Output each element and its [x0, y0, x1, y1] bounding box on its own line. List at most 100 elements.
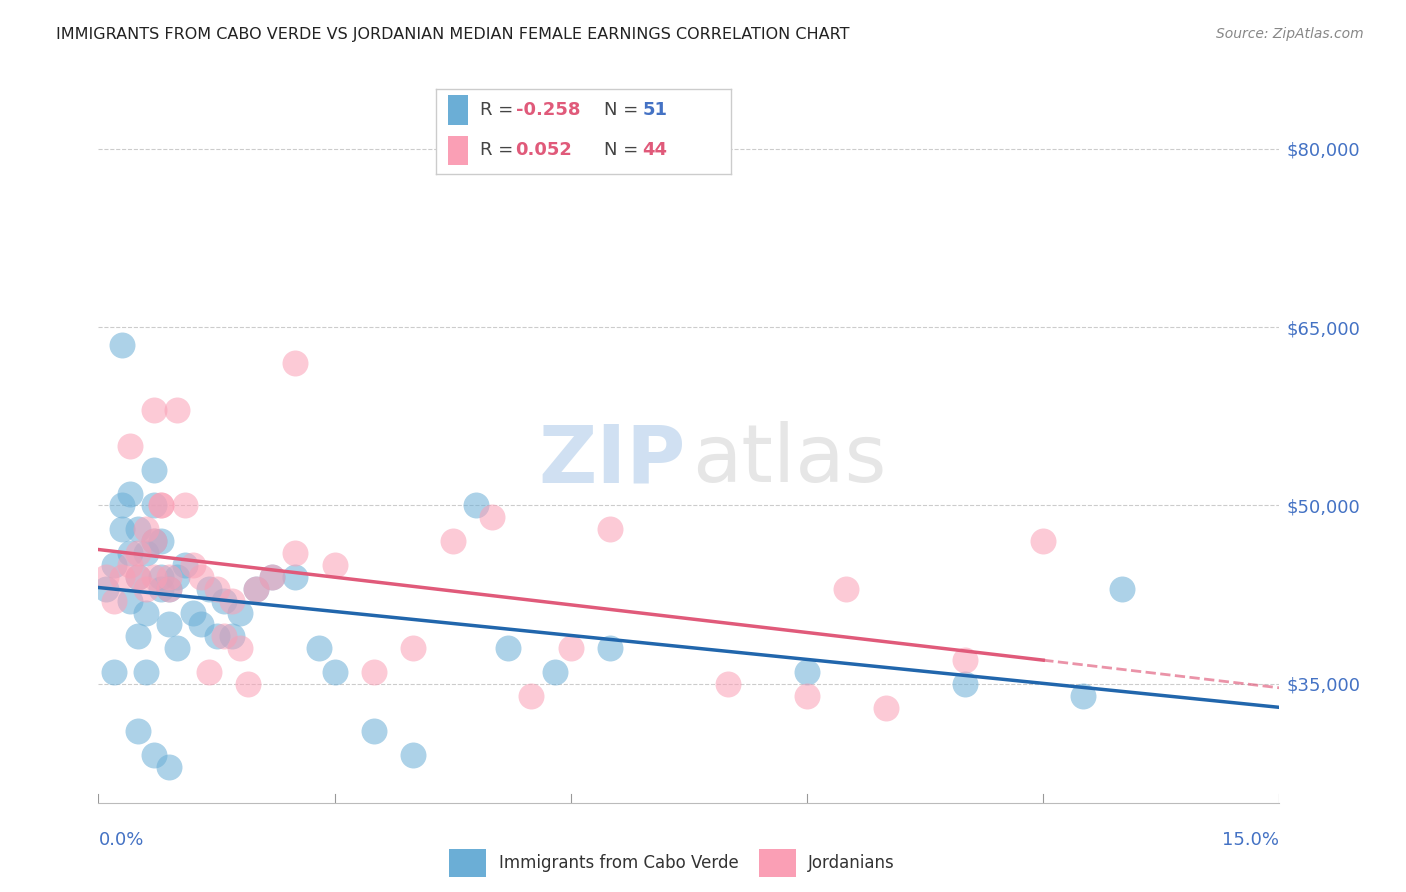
Point — [214, 629, 236, 643]
Point — [1032, 534, 1054, 549]
Point — [284, 356, 307, 370]
Point — [127, 522, 149, 536]
Point — [190, 617, 212, 632]
Point — [103, 593, 125, 607]
Point — [520, 689, 543, 703]
Point — [103, 665, 125, 679]
Point — [127, 570, 149, 584]
Point — [875, 700, 897, 714]
Point — [953, 677, 976, 691]
Point — [796, 689, 818, 703]
Point — [236, 677, 259, 691]
Text: 44: 44 — [643, 141, 668, 159]
Text: IMMIGRANTS FROM CABO VERDE VS JORDANIAN MEDIAN FEMALE EARNINGS CORRELATION CHART: IMMIGRANTS FROM CABO VERDE VS JORDANIAN … — [56, 27, 849, 42]
Point — [465, 499, 488, 513]
Point — [96, 582, 118, 596]
Point — [323, 558, 346, 572]
Point — [111, 338, 134, 352]
Point — [1071, 689, 1094, 703]
Text: Immigrants from Cabo Verde: Immigrants from Cabo Verde — [499, 854, 738, 872]
Point — [157, 760, 180, 774]
Point — [150, 499, 173, 513]
Point — [157, 617, 180, 632]
Point — [157, 570, 180, 584]
Point — [221, 629, 243, 643]
Text: -0.258: -0.258 — [516, 101, 581, 119]
Point — [127, 629, 149, 643]
Point — [111, 522, 134, 536]
Point — [135, 546, 157, 560]
Point — [1111, 582, 1133, 596]
Point — [142, 534, 165, 549]
Point — [118, 558, 141, 572]
Text: R =: R = — [481, 101, 513, 119]
Point — [142, 534, 165, 549]
Point — [118, 486, 141, 500]
Point — [260, 570, 283, 584]
Point — [118, 546, 141, 560]
Point — [150, 534, 173, 549]
Point — [560, 641, 582, 656]
Point — [157, 582, 180, 596]
Point — [150, 582, 173, 596]
Text: Jordanians: Jordanians — [808, 854, 894, 872]
Point — [142, 499, 165, 513]
Point — [363, 724, 385, 739]
Point — [441, 534, 464, 549]
Point — [190, 570, 212, 584]
Point — [181, 558, 204, 572]
Point — [135, 582, 157, 596]
Point — [150, 570, 173, 584]
Point — [599, 641, 621, 656]
Point — [323, 665, 346, 679]
Text: R =: R = — [481, 141, 513, 159]
Bar — [447, 95, 468, 125]
Point — [205, 582, 228, 596]
Point — [111, 570, 134, 584]
Point — [496, 641, 519, 656]
Point — [229, 606, 252, 620]
Point — [103, 558, 125, 572]
Point — [96, 570, 118, 584]
Point — [363, 665, 385, 679]
Point — [127, 546, 149, 560]
Point — [127, 570, 149, 584]
Point — [717, 677, 740, 691]
Bar — [447, 136, 468, 165]
Point — [481, 510, 503, 524]
Text: atlas: atlas — [693, 421, 887, 500]
Point — [118, 439, 141, 453]
Point — [308, 641, 330, 656]
Point — [229, 641, 252, 656]
Point — [197, 582, 219, 596]
Point — [166, 641, 188, 656]
Point — [402, 641, 425, 656]
Point — [245, 582, 267, 596]
Point — [150, 499, 173, 513]
Point — [953, 653, 976, 667]
Point — [135, 522, 157, 536]
Point — [142, 748, 165, 763]
Point — [835, 582, 858, 596]
Point — [166, 570, 188, 584]
Point — [127, 724, 149, 739]
Text: 15.0%: 15.0% — [1222, 831, 1279, 849]
Point — [142, 463, 165, 477]
Point — [135, 606, 157, 620]
Point — [544, 665, 567, 679]
Point — [402, 748, 425, 763]
Bar — [759, 849, 796, 877]
Point — [214, 593, 236, 607]
Point — [221, 593, 243, 607]
Point — [166, 403, 188, 417]
Text: 51: 51 — [643, 101, 668, 119]
Point — [245, 582, 267, 596]
Point — [284, 546, 307, 560]
Text: 0.0%: 0.0% — [98, 831, 143, 849]
Bar — [450, 849, 486, 877]
Point — [205, 629, 228, 643]
Point — [157, 582, 180, 596]
Text: N =: N = — [605, 141, 638, 159]
Point — [118, 593, 141, 607]
Text: 0.052: 0.052 — [516, 141, 572, 159]
